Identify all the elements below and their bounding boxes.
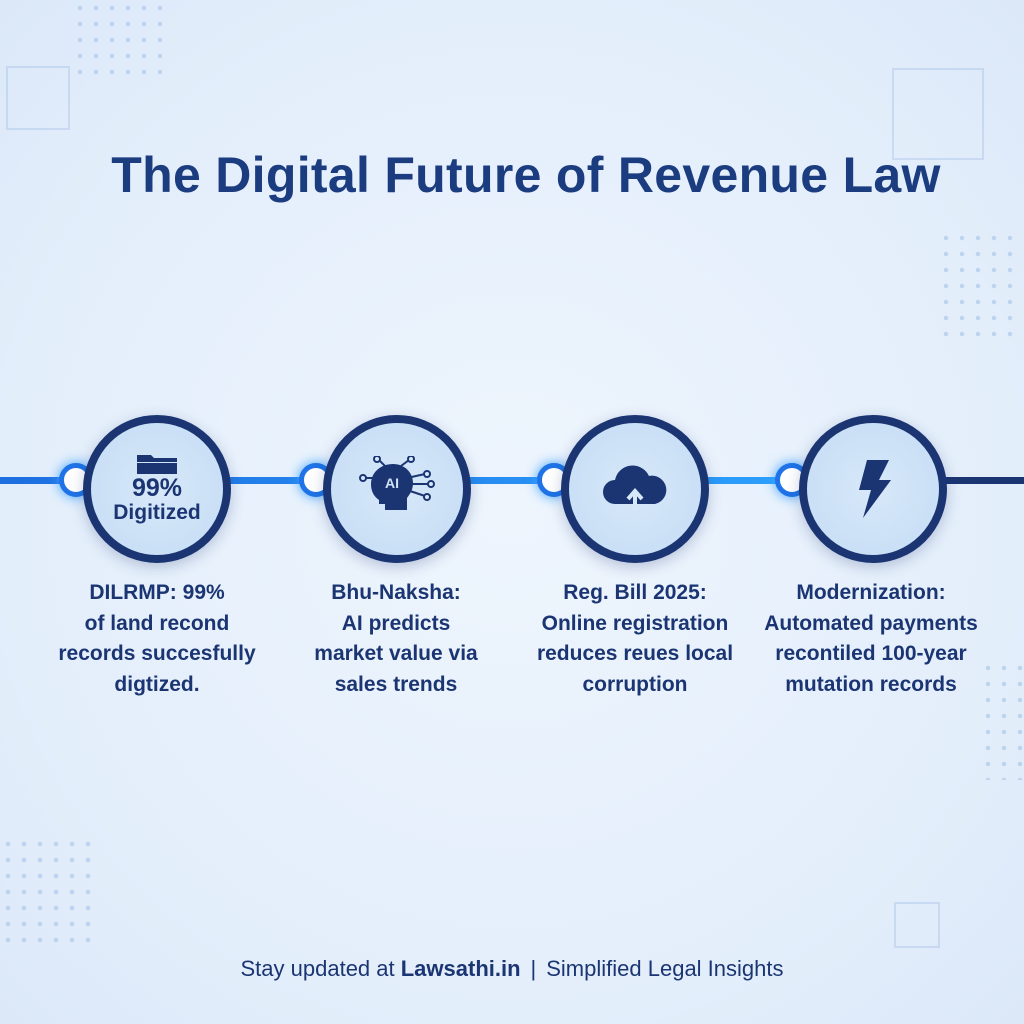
lightning-icon [859, 460, 891, 518]
description-line: market value via [314, 642, 478, 665]
description-line: AI predicts [341, 611, 451, 635]
decor-dots [980, 660, 1024, 780]
step-4-circle [799, 415, 947, 563]
decor-square [892, 68, 984, 160]
footer-site-link[interactable]: Lawsathi.in [400, 956, 521, 981]
footer-tagline: Simplified Legal Insights [546, 956, 784, 981]
step-1-circle: 99% Digitized [83, 415, 231, 563]
ai-head-icon: AI [359, 456, 435, 510]
step-3-description: Reg. Bill 2025: Online registration redu… [515, 578, 755, 700]
description-line: recontiled 100-year [775, 642, 967, 665]
step-2-description: Bhu-Naksha: AI predicts market value via… [276, 578, 516, 700]
description-line: DILRMP: 99% [89, 581, 225, 604]
description-line: digtized. [114, 672, 200, 696]
decor-square [894, 902, 940, 948]
description-line: Modernization: [796, 581, 946, 604]
step-1-description: DILRMP: 99% of land recond records succe… [37, 578, 277, 700]
timeline-line-end [870, 477, 1024, 484]
ai-icon-text: AI [385, 475, 399, 491]
description-line: reduces reues local [536, 642, 734, 665]
description-line: mutation records [785, 672, 957, 696]
description-line: Online registration [541, 611, 729, 635]
step-2-circle: AI [323, 415, 471, 563]
decor-dots [938, 230, 1018, 340]
description-line: of land recond [84, 611, 230, 635]
decor-dots [72, 0, 168, 86]
cloud-upload-icon [603, 465, 667, 510]
footer: Stay updated at Lawsathi.in | Simplified L… [0, 956, 1024, 982]
description-line: records succesfully [58, 642, 256, 665]
description-line: Automated payments [764, 611, 978, 635]
description-line: Bhu-Naksha: [331, 581, 461, 604]
folder-icon [137, 455, 177, 474]
footer-prefix: Stay updated at [240, 956, 401, 981]
decor-dots [0, 836, 100, 946]
page-title: The Digital Future of Revenue Law [111, 147, 941, 203]
decor-square [6, 66, 70, 130]
step-4-description: Modernization: Automated payments recont… [751, 578, 991, 700]
step-3-circle [561, 415, 709, 563]
description-line: corruption [582, 672, 688, 696]
step-1-stat-label: Digitized [113, 501, 201, 524]
step-1-stat: 99% [131, 474, 183, 502]
description-line: Reg. Bill 2025: [563, 581, 707, 604]
description-line: sales trends [334, 672, 458, 696]
footer-separator: | [530, 956, 537, 981]
